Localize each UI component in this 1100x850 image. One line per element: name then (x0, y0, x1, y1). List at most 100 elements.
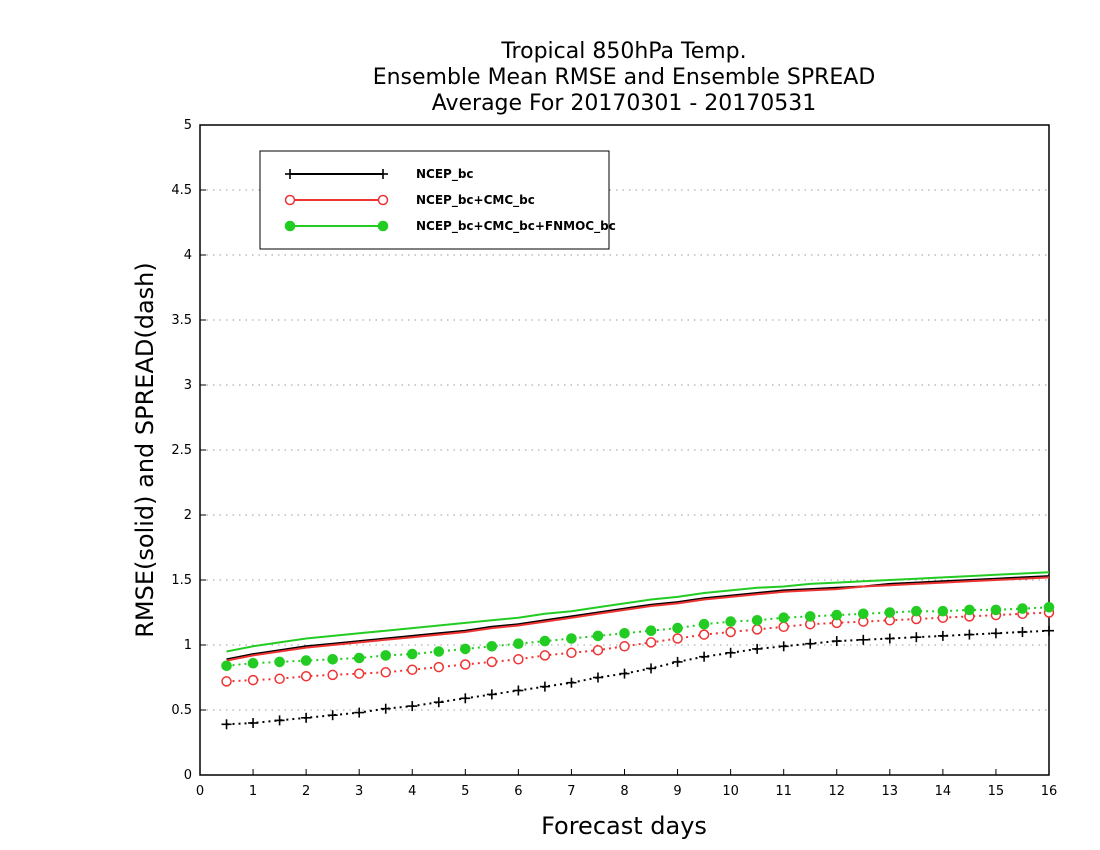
spread-point-1-15 (619, 641, 630, 652)
spread-point-2-15 (619, 628, 630, 639)
x-tick-label-4: 4 (408, 784, 416, 799)
axis-ticks: 0 1 2 3 4 5 6 7 8 9 10 11 12 13 14 15 1600.511.522.533.5… (171, 118, 1057, 799)
x-tick-label-16: 16 (1041, 784, 1058, 799)
spread-point-1-13 (566, 647, 577, 659)
spread-point-0-28 (964, 629, 975, 640)
spread-point-2-19 (725, 616, 736, 627)
spread-point-0-1 (248, 718, 259, 728)
spread-point-2-1 (247, 657, 259, 669)
spread-point-0-2 (274, 715, 285, 726)
spread-point-0-6 (380, 703, 391, 714)
x-axis-label: Forecast days (541, 812, 707, 840)
series-1 (221, 576, 1055, 687)
spread-point-0-24 (858, 634, 869, 645)
x-tick-label-0: 0 (196, 784, 204, 799)
x-tick-label-11: 11 (775, 784, 792, 799)
y-tick-label-6: 3 (184, 378, 192, 393)
x-tick-label-15: 15 (988, 784, 1005, 799)
spread-point-0-29 (990, 628, 1001, 639)
spread-point-1-12 (539, 650, 551, 661)
y-axis-label: RMSE(solid) and SPREAD(dash) (131, 262, 159, 638)
x-tick-label-2: 2 (302, 784, 310, 799)
series-0 (221, 575, 1054, 730)
spread-point-0-5 (354, 707, 365, 718)
legend-label-2: NCEP_bc+CMC_bc+FNMOC_bc (416, 219, 616, 234)
spread-point-0-13 (566, 677, 577, 688)
spread-point-2-13 (566, 633, 577, 644)
y-tick-label-0: 0 (184, 768, 192, 783)
spread-point-2-21 (778, 612, 789, 624)
legend-label-0: NCEP_bc (416, 167, 474, 182)
spread-point-1-19 (725, 626, 736, 638)
spread-point-0-16 (646, 663, 657, 674)
chart-title: Tropical 850hPa Temp. Ensemble Mean RMSE… (373, 39, 876, 116)
spread-point-0-23 (831, 636, 842, 647)
spread-point-0-22 (805, 638, 816, 649)
x-tick-label-1: 1 (249, 784, 257, 799)
spread-point-1-20 (751, 624, 763, 635)
title-line-3: Average For 20170301 - 20170531 (432, 91, 817, 116)
y-tick-label-9: 4.5 (171, 183, 192, 198)
spread-point-1-14 (592, 644, 604, 656)
spread-point-2-29 (990, 604, 1002, 616)
spread-point-2-4 (327, 654, 338, 665)
spread-point-1-7 (407, 664, 418, 675)
x-tick-label-12: 12 (828, 784, 845, 799)
spread-point-2-16 (645, 625, 657, 637)
y-tick-label-8: 4 (184, 248, 192, 263)
spread-point-1-18 (698, 629, 710, 640)
spread-point-1-5 (353, 668, 365, 679)
spread-point-1-3 (300, 670, 312, 682)
spread-point-2-23 (831, 609, 843, 621)
spread-point-2-14 (592, 630, 604, 642)
spread-point-0-26 (911, 632, 922, 643)
legend-entry-0: NCEP_bc (285, 167, 474, 182)
x-tick-label-14: 14 (935, 784, 952, 799)
spread-point-1-17 (672, 633, 683, 644)
legend-marker-right-1 (377, 194, 389, 206)
spread-point-1-4 (327, 669, 338, 681)
spread-point-1-11 (513, 654, 524, 665)
spread-point-2-5 (353, 652, 365, 664)
spread-point-0-17 (672, 656, 683, 667)
spread-point-2-8 (433, 646, 445, 657)
x-tick-label-8: 8 (620, 784, 628, 799)
spread-point-2-11 (513, 638, 524, 650)
spread-point-0-21 (778, 641, 789, 652)
x-tick-label-9: 9 (673, 784, 681, 799)
spread-point-1-2 (274, 673, 285, 685)
x-tick-label-10: 10 (722, 784, 739, 799)
legend-entry-1: NCEP_bc+CMC_bc (284, 193, 535, 208)
legend-marker-left-2 (284, 220, 296, 232)
spread-point-2-0 (221, 660, 232, 672)
spread-point-0-25 (884, 633, 895, 644)
series-group (221, 571, 1055, 730)
spread-point-0-20 (752, 643, 763, 654)
spread-point-2-31 (1043, 602, 1055, 613)
series-2 (221, 571, 1055, 672)
spread-point-2-20 (751, 615, 763, 626)
spread-line-2 (226, 606, 1050, 667)
spread-point-0-30 (1017, 627, 1028, 637)
spread-point-1-21 (778, 621, 789, 633)
spread-point-2-2 (274, 656, 285, 668)
title-line-1: Tropical 850hPa Temp. (500, 39, 746, 64)
spread-point-2-24 (857, 608, 869, 620)
rmse-line-0 (226, 575, 1050, 661)
spread-point-2-27 (937, 605, 949, 617)
y-tick-label-7: 3.5 (171, 313, 192, 328)
legend-marker-right-0 (378, 169, 388, 179)
spread-point-2-25 (884, 607, 896, 618)
spread-point-0-12 (539, 681, 550, 692)
spread-point-2-7 (406, 648, 418, 660)
spread-point-1-9 (460, 659, 471, 670)
y-tick-label-10: 5 (184, 118, 192, 133)
spread-point-0-27 (937, 630, 948, 641)
legend-label-1: NCEP_bc+CMC_bc (416, 193, 535, 208)
spread-point-2-10 (486, 641, 498, 652)
spread-point-2-6 (380, 650, 392, 661)
spread-point-2-26 (911, 605, 922, 617)
spread-point-1-8 (433, 661, 445, 673)
spread-point-2-28 (964, 604, 975, 616)
spread-point-0-7 (407, 701, 418, 712)
